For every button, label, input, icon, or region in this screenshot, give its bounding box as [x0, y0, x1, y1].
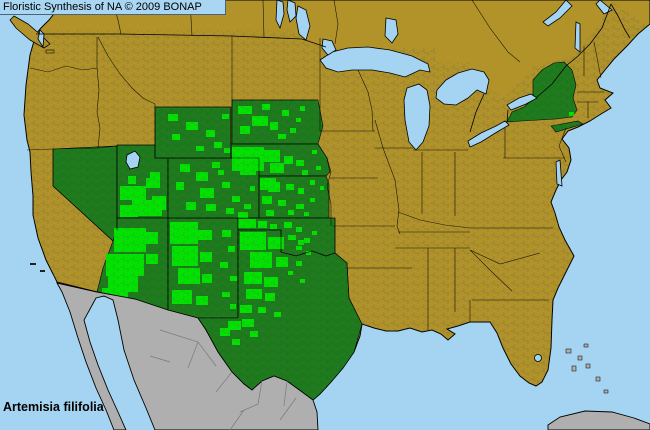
mexico-landmass	[56, 282, 319, 430]
map-title: Floristic Synthesis of NA © 2009 BONAP	[3, 1, 202, 13]
lake-erie	[467, 120, 510, 148]
great-salt-lake	[125, 150, 141, 170]
great-lakes	[319, 46, 538, 151]
canada-province-borders	[111, 0, 521, 63]
species-label: Artemisia filifolia	[3, 400, 104, 414]
cuba-island	[547, 410, 650, 430]
lake-superior	[319, 46, 431, 78]
header-band: Floristic Synthesis of NA © 2009 BONAP	[0, 0, 226, 15]
lake-of-the-woods	[321, 38, 337, 56]
lake-ontario	[506, 93, 538, 111]
bahamas-islands	[565, 343, 609, 394]
lake-nipigon	[384, 17, 399, 44]
st-lawrence-estuary	[595, 0, 613, 15]
lake-michigan	[403, 83, 431, 151]
lake-huron	[435, 68, 490, 106]
st-lawrence-river	[542, 0, 573, 27]
canada-lakes	[275, 0, 399, 56]
lake-champlain	[574, 21, 581, 53]
mexico-state-borders	[149, 329, 297, 430]
other-water-bodies	[37, 0, 613, 362]
us-state-borders	[26, 36, 604, 330]
lake-okeechobee	[534, 354, 542, 362]
chesapeake-bay	[555, 159, 563, 187]
